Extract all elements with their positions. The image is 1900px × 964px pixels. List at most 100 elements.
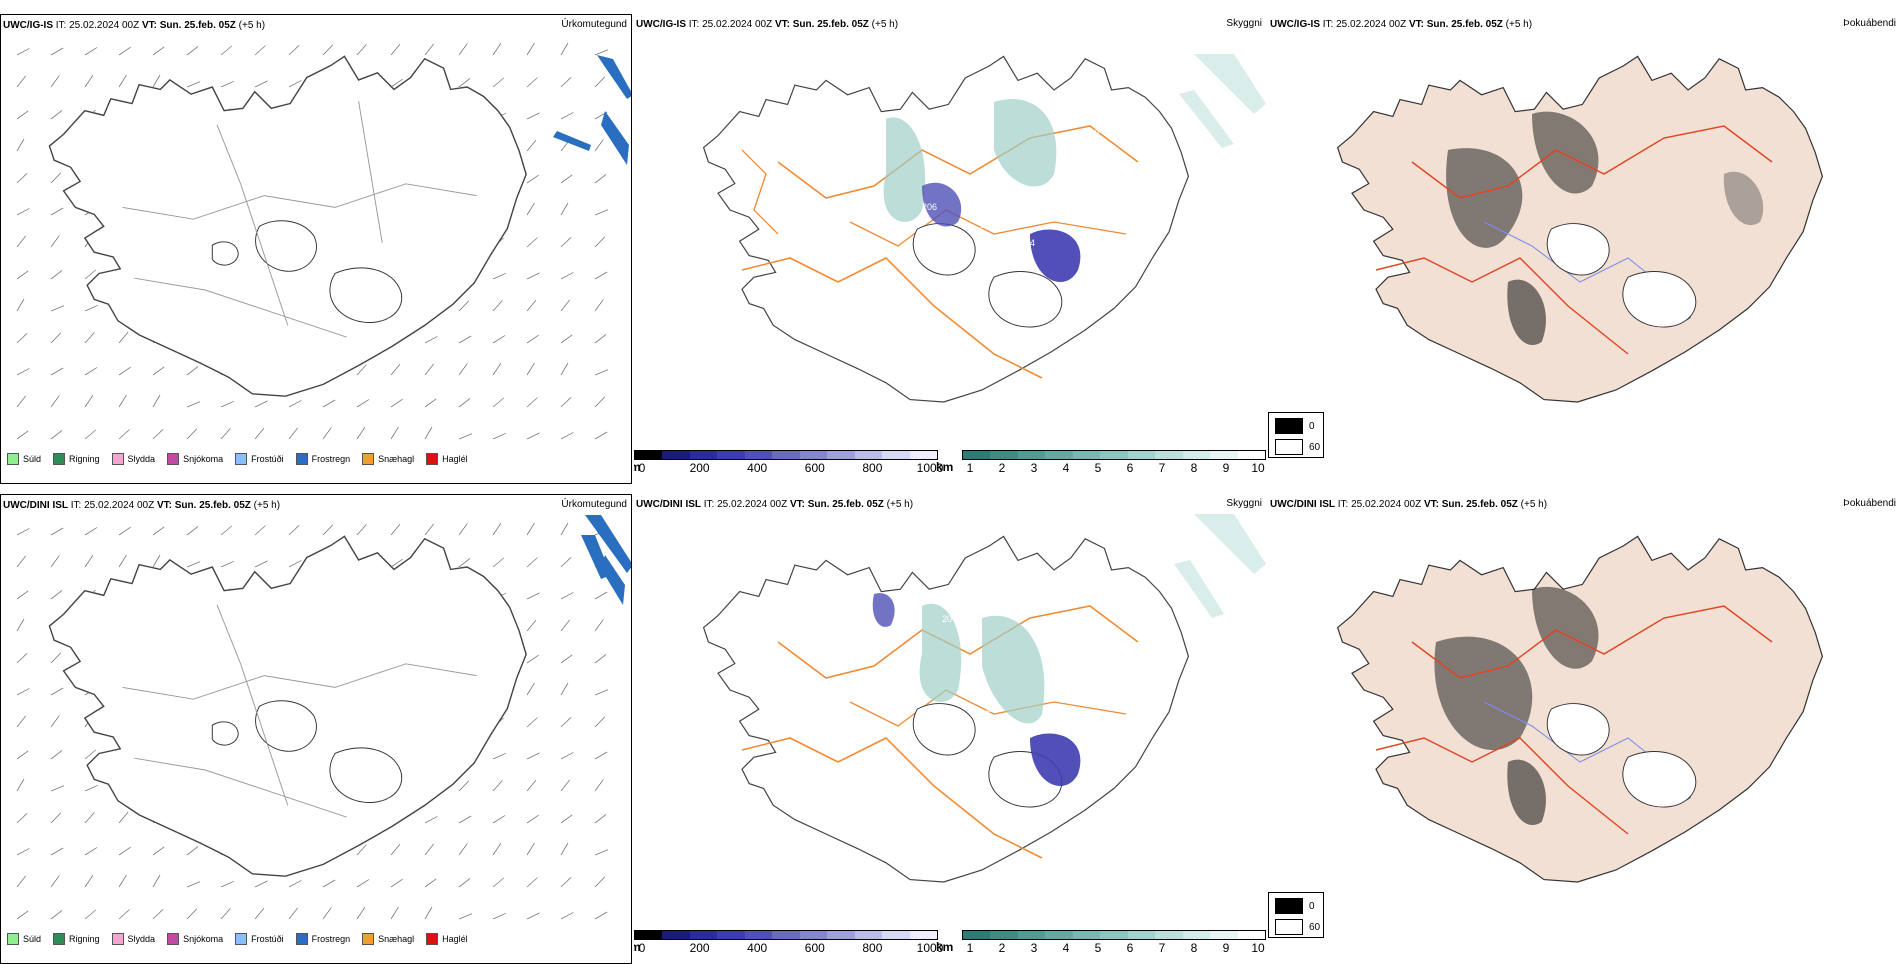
wind-barb xyxy=(526,682,535,696)
wind-barb xyxy=(50,395,60,408)
wind-barb xyxy=(186,46,199,56)
colorbar-tick-label: 6 xyxy=(1126,941,1134,955)
wind-barb xyxy=(50,750,63,760)
wind-barb xyxy=(526,362,535,376)
wind-barb xyxy=(560,272,574,280)
colorbar-segment xyxy=(1155,451,1183,459)
legend-item: Snæhagl xyxy=(362,933,414,945)
legend-item: Snjókoma xyxy=(167,933,223,945)
wind-barb xyxy=(594,849,609,856)
fog-legend-value: 60 xyxy=(1309,921,1321,933)
wind-barb xyxy=(50,527,64,536)
wind-barb xyxy=(526,300,537,312)
wind-barb xyxy=(594,271,608,280)
offset-value: (+5 h) xyxy=(1505,19,1533,30)
cloud-base-label: 321 xyxy=(986,704,1001,714)
wind-barb xyxy=(492,877,504,888)
colorbar-segment xyxy=(744,451,773,459)
fog-legend-row: 0 xyxy=(1275,898,1323,914)
wind-barb xyxy=(16,368,30,376)
wind-barb xyxy=(322,879,336,888)
legend-item: Súld xyxy=(7,933,41,945)
visibility-unit: km xyxy=(936,940,954,954)
wind-barb xyxy=(458,335,472,344)
wind-barb xyxy=(492,43,502,56)
wind-barb xyxy=(526,42,535,56)
cloud-base-label: 291 xyxy=(1048,704,1063,714)
wind-barb xyxy=(220,525,232,536)
wind-barb xyxy=(288,44,300,56)
cloud-base-label: 70 xyxy=(1058,652,1068,662)
visibility-bar xyxy=(962,450,1266,460)
colorbar-tick-label: 9 xyxy=(1222,941,1230,955)
wind-barb xyxy=(560,716,572,728)
precip-type-legend: Súld Rigning Slydda Snjókoma Frostúði Frostre… xyxy=(7,933,468,945)
fog-legend-row: 60 xyxy=(1275,439,1323,455)
vt-label: VT: xyxy=(1423,499,1439,510)
wind-barb xyxy=(16,430,29,440)
fog-panel-top: UWC/IG-IS IT: 25.02.2024 00Z VT: Sun. 25… xyxy=(1268,14,1900,484)
colorbar-tick-label: 200 xyxy=(689,941,710,955)
wind-barb xyxy=(560,236,572,248)
colorbar-segment xyxy=(717,931,745,939)
legend-label: Frostúði xyxy=(251,454,284,464)
legend-label: Slydda xyxy=(127,934,156,944)
wind-barb xyxy=(186,81,201,88)
fog-legend-row: 60 xyxy=(1275,919,1323,935)
wind-barb xyxy=(560,42,569,56)
wind-barb xyxy=(424,523,434,536)
ceiling-bar xyxy=(634,450,938,460)
wind-barb xyxy=(594,689,609,696)
wind-barb xyxy=(84,304,98,312)
wind-barb xyxy=(254,45,266,56)
wind-barb xyxy=(152,428,164,440)
wind-barb xyxy=(424,426,433,440)
legend-label: Frostregn xyxy=(311,454,351,464)
cloud-base-label: 324 xyxy=(1020,238,1035,248)
wind-barb xyxy=(356,879,370,888)
precip-panel-top: UWC/IG-IS IT: 25.02.2024 00Z VT: Sun. 25… xyxy=(0,14,632,484)
wind-barb xyxy=(84,269,96,280)
wind-barb xyxy=(50,910,63,920)
wind-barb xyxy=(16,652,28,664)
wind-barb xyxy=(526,112,540,120)
wind-barb xyxy=(16,298,25,312)
legend-swatch xyxy=(295,453,308,465)
legend-label: Súld xyxy=(23,934,42,944)
wind-barb xyxy=(16,812,28,824)
it-value: 25.02.2024 00Z xyxy=(69,20,140,31)
wind-barb xyxy=(560,299,570,312)
wind-barb xyxy=(390,906,399,920)
panel-title-fog: Þokuábendi xyxy=(1843,498,1896,509)
wind-barb xyxy=(356,907,366,920)
it-label: IT: xyxy=(55,20,67,31)
wind-barb xyxy=(526,592,540,600)
panel-header: UWC/IG-IS IT: 25.02.2024 00Z VT: Sun. 25… xyxy=(636,19,898,30)
fog-legend-swatch xyxy=(1275,418,1303,434)
wind-barb xyxy=(458,558,471,568)
wind-barb xyxy=(254,880,268,888)
wind-barb xyxy=(118,812,129,824)
wind-barb xyxy=(560,682,569,696)
offset-value: (+5 h) xyxy=(253,500,281,511)
wind-barb xyxy=(50,235,60,248)
wind-barb xyxy=(220,428,231,440)
wind-barb xyxy=(16,910,29,920)
wind-barb xyxy=(458,780,470,792)
precip-panel-bottom: UWC/DINI ISL IT: 25.02.2024 00Z VT: Sun.… xyxy=(0,494,632,964)
vt-label: VT: xyxy=(141,20,157,31)
colorbar-segment xyxy=(1210,931,1238,939)
wind-barb xyxy=(152,74,161,88)
fog-legend-swatch xyxy=(1275,439,1303,455)
panel-header: UWC/IG-IS IT: 25.02.2024 00Z VT: Sun. 25… xyxy=(1270,19,1532,30)
colorbar-tick-label: 6 xyxy=(1126,461,1134,475)
colorbar-tick-label: 0 xyxy=(638,461,646,475)
colorbar-segment xyxy=(717,451,745,459)
wind-barb xyxy=(16,48,30,56)
wind-barb xyxy=(186,366,199,376)
wind-barb xyxy=(560,76,572,88)
legend-item: Haglél xyxy=(426,453,468,465)
colorbar-segment xyxy=(963,931,991,939)
it-value: 25.02.2024 00Z xyxy=(717,499,788,510)
colorbar-segment xyxy=(1017,451,1046,459)
